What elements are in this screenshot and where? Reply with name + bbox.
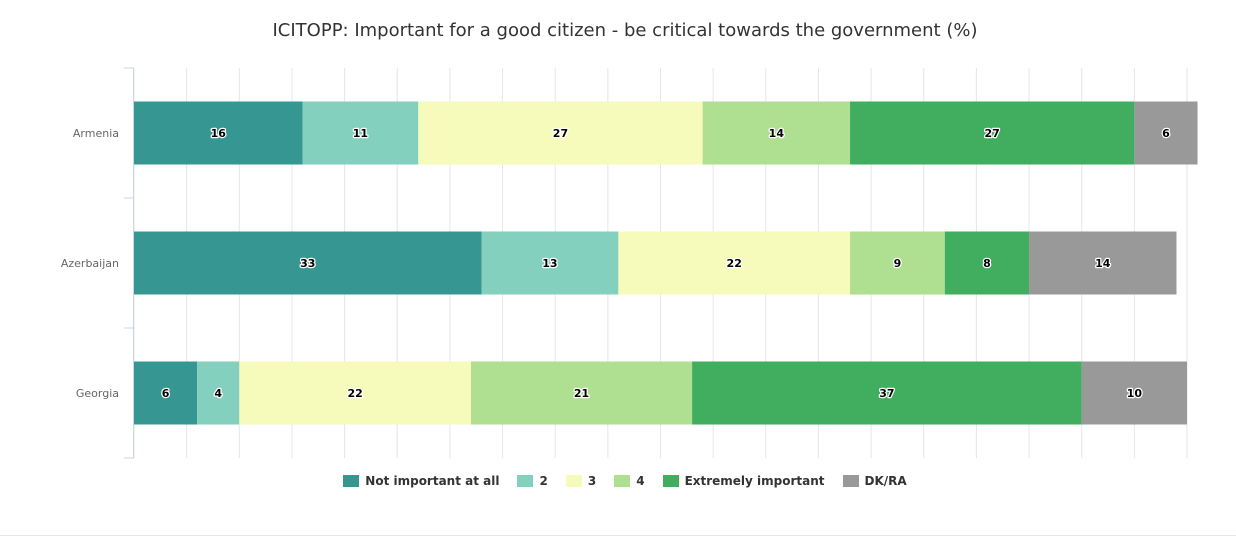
data-label: 4 [214,387,222,400]
legend-swatch [614,475,631,487]
data-label: 22 [727,257,742,270]
bottom-divider [0,535,1236,536]
bar-segment[interactable] [197,361,240,425]
bar-segment[interactable] [850,101,1135,165]
bar-segment[interactable] [850,231,945,295]
legend-swatch [517,475,534,487]
bar-segment[interactable] [481,231,619,295]
bar-segment[interactable] [134,101,303,165]
data-label: 33 [300,257,315,270]
data-label: 27 [553,127,568,140]
bars [134,101,1198,425]
legend-swatch [842,475,859,487]
bar-segment[interactable] [418,101,703,165]
bar-segment[interactable] [470,361,693,425]
data-label: 22 [347,387,362,400]
data-label: 8 [983,257,991,270]
bar-segment[interactable] [692,361,1082,425]
data-label: 16 [211,127,227,140]
legend-label: Not important at all [365,474,500,488]
legend-label: DK/RA [864,474,907,488]
legend-item[interactable]: Extremely important [662,474,825,488]
category-label: Georgia [76,387,119,400]
data-label: 14 [769,127,785,140]
legend-swatch [662,475,679,487]
legend-item[interactable]: Not important at all [343,474,499,488]
bar-segment[interactable] [1134,101,1198,165]
legend-swatch [565,475,582,487]
data-label: 6 [162,387,170,400]
chart-title: ICITOPP: Important for a good citizen - … [272,20,978,41]
bar-segment[interactable] [702,101,851,165]
stacked-bar-chart: Armenia Azerbaijan Georgia 16 11 27 14 27 6 33 13… [61,67,1198,459]
legend-label: 3 [587,474,597,488]
category-label: Azerbaijan [61,257,119,270]
data-label: 11 [353,127,368,140]
data-label: 27 [985,127,1000,140]
legend-item[interactable]: 4 [614,474,645,488]
bar-segment[interactable] [618,231,851,295]
data-label: 10 [1127,387,1143,400]
bar-segment[interactable] [134,231,482,295]
bar-segment[interactable] [239,361,471,425]
data-label: 37 [879,387,894,400]
data-label: 13 [542,257,557,270]
data-label: 21 [574,387,589,400]
bar-segment[interactable] [944,231,1030,295]
legend-swatch [343,475,360,487]
data-labels: 16 11 27 14 27 6 33 13 22 9 8 14 6 4 22 21 37 10 [161,126,1172,402]
data-label: 9 [894,257,902,270]
bar-segment[interactable] [1081,361,1187,425]
data-label: 14 [1095,257,1111,270]
bar-segment[interactable] [302,101,419,165]
legend-item[interactable]: DK/RA [842,474,907,488]
legend-item[interactable]: 2 [517,474,548,488]
bar-segment[interactable] [134,361,198,425]
legend-label: 2 [539,474,548,488]
category-axis: Armenia Azerbaijan Georgia [61,67,134,459]
legend-label: 4 [636,474,645,488]
bar-segment[interactable] [1029,231,1177,295]
legend-label: Extremely important [684,474,825,488]
legend: Not important at all 2 3 4 Extremely importa… [0,474,1236,488]
data-label: 6 [1162,127,1170,140]
category-label: Armenia [73,127,119,140]
legend-item[interactable]: 3 [565,474,597,488]
